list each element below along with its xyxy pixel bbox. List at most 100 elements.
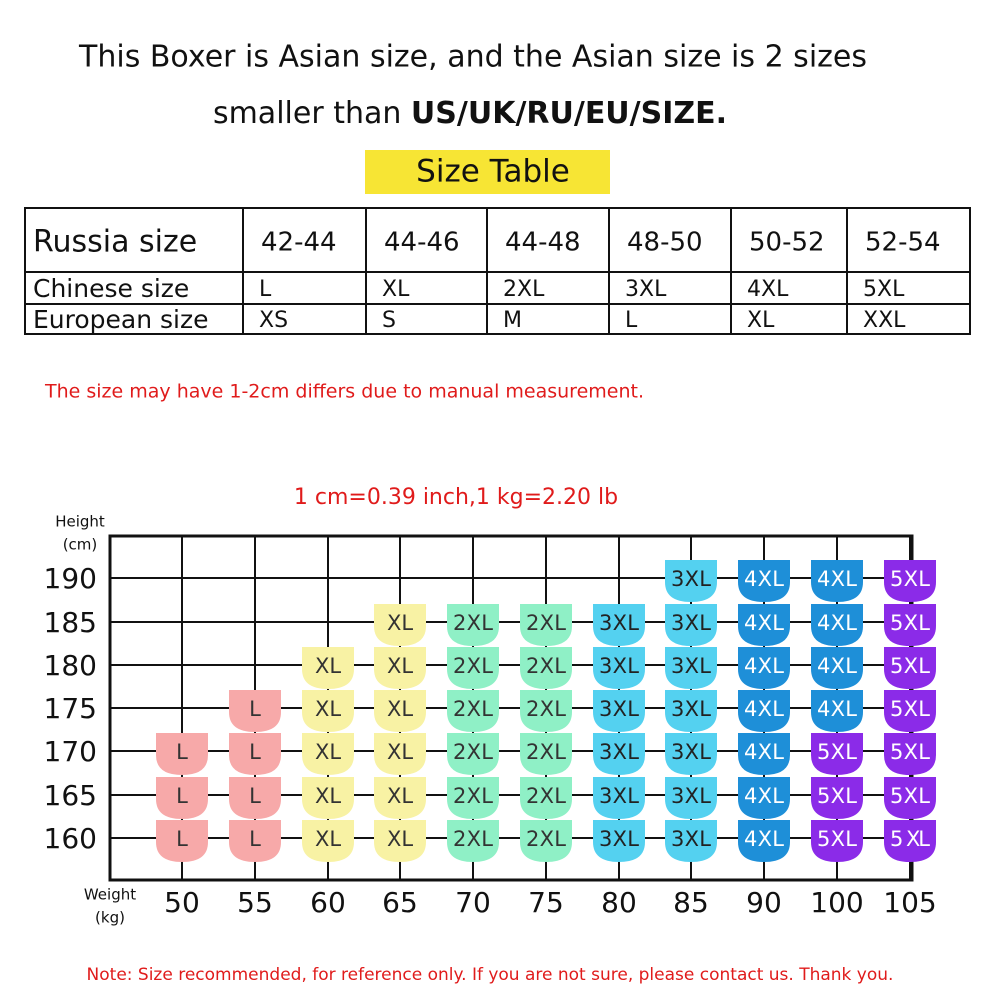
size-badge bbox=[447, 604, 499, 646]
weight-label: 85 bbox=[673, 886, 709, 919]
size-label: 5XL bbox=[817, 740, 857, 764]
size-badge bbox=[593, 820, 645, 862]
table-cell: XL bbox=[747, 308, 775, 333]
weight-label: 105 bbox=[883, 886, 936, 919]
size-badge bbox=[665, 777, 717, 819]
size-badge bbox=[520, 777, 572, 819]
size-badge bbox=[520, 820, 572, 862]
size-badge bbox=[374, 647, 426, 689]
size-badge bbox=[374, 820, 426, 862]
size-label: 4XL bbox=[744, 784, 784, 808]
size-label: 4XL bbox=[744, 697, 784, 721]
footer-note: Note: Size recommended, for reference on… bbox=[87, 965, 894, 985]
size-label: L bbox=[176, 784, 188, 808]
size-label: 2XL bbox=[526, 697, 566, 721]
size-label: 2XL bbox=[453, 697, 493, 721]
size-label: 3XL bbox=[599, 611, 639, 635]
table-cell: 3XL bbox=[625, 277, 667, 302]
size-badge bbox=[374, 604, 426, 646]
size-label: 3XL bbox=[599, 654, 639, 678]
size-label: XL bbox=[315, 740, 341, 764]
height-label: 165 bbox=[44, 779, 97, 812]
weight-label: 75 bbox=[528, 886, 564, 919]
size-badge bbox=[811, 777, 863, 819]
size-badge bbox=[593, 733, 645, 775]
size-label: 2XL bbox=[453, 740, 493, 764]
size-badge bbox=[665, 647, 717, 689]
size-badge bbox=[302, 820, 354, 862]
weight-label: 100 bbox=[810, 886, 863, 919]
size-badge bbox=[811, 690, 863, 732]
size-label: 4XL bbox=[744, 827, 784, 851]
y-axis-label: Height bbox=[55, 513, 105, 531]
size-label: XL bbox=[315, 784, 341, 808]
table-cell: 44-46 bbox=[384, 228, 460, 258]
row-header: Chinese size bbox=[33, 274, 189, 303]
height-label: 170 bbox=[44, 735, 97, 768]
header-line: smaller than US/UK/RU/EU/SIZE. bbox=[213, 96, 727, 131]
size-label: 5XL bbox=[890, 611, 930, 635]
height-label: 180 bbox=[44, 649, 97, 682]
size-label: 2XL bbox=[453, 784, 493, 808]
size-label: 3XL bbox=[671, 654, 711, 678]
size-badge bbox=[229, 733, 281, 775]
size-label: XL bbox=[315, 697, 341, 721]
y-axis-label: (cm) bbox=[63, 536, 98, 554]
table-cell: 4XL bbox=[747, 277, 789, 302]
size-label: 3XL bbox=[671, 611, 711, 635]
size-label: XL bbox=[387, 740, 413, 764]
table-cell: 48-50 bbox=[627, 228, 703, 258]
size-badge bbox=[665, 733, 717, 775]
size-badge bbox=[738, 647, 790, 689]
size-label: 3XL bbox=[599, 740, 639, 764]
size-label: L bbox=[249, 740, 261, 764]
weight-label: 55 bbox=[237, 886, 273, 919]
size-badge bbox=[302, 777, 354, 819]
size-label: 3XL bbox=[671, 697, 711, 721]
table-cell: XL bbox=[382, 277, 410, 302]
size-badge bbox=[447, 690, 499, 732]
table-cell: 50-52 bbox=[749, 228, 825, 258]
size-badge bbox=[738, 560, 790, 602]
size-badge bbox=[520, 733, 572, 775]
size-label: 3XL bbox=[671, 827, 711, 851]
size-label: 4XL bbox=[744, 740, 784, 764]
size-badge bbox=[665, 820, 717, 862]
size-badge bbox=[374, 777, 426, 819]
size-badge bbox=[738, 820, 790, 862]
size-badge bbox=[811, 820, 863, 862]
size-badge bbox=[593, 647, 645, 689]
table-cell: XS bbox=[259, 308, 288, 333]
size-label: 2XL bbox=[526, 740, 566, 764]
size-badge bbox=[302, 647, 354, 689]
size-label: L bbox=[249, 697, 261, 721]
size-label: L bbox=[249, 784, 261, 808]
size-label: 4XL bbox=[744, 567, 784, 591]
size-badge bbox=[665, 604, 717, 646]
size-label: 2XL bbox=[526, 827, 566, 851]
size-badge bbox=[374, 733, 426, 775]
weight-label: 90 bbox=[746, 886, 782, 919]
weight-label: 80 bbox=[601, 886, 637, 919]
measurement-note: The size may have 1-2cm differs due to m… bbox=[44, 381, 644, 403]
size-badge bbox=[520, 647, 572, 689]
size-label: XL bbox=[387, 611, 413, 635]
size-badge bbox=[811, 733, 863, 775]
size-label: 2XL bbox=[453, 827, 493, 851]
size-label: 5XL bbox=[817, 827, 857, 851]
weight-label: 60 bbox=[310, 886, 346, 919]
size-badge bbox=[302, 690, 354, 732]
table-cell: 5XL bbox=[863, 277, 905, 302]
size-label: 3XL bbox=[671, 567, 711, 591]
size-label: 5XL bbox=[890, 567, 930, 591]
size-label: 3XL bbox=[671, 740, 711, 764]
size-label: 4XL bbox=[817, 611, 857, 635]
size-label: 3XL bbox=[671, 784, 711, 808]
size-badge bbox=[520, 690, 572, 732]
table-cell: 2XL bbox=[503, 277, 545, 302]
size-label: 4XL bbox=[817, 697, 857, 721]
size-badge bbox=[738, 733, 790, 775]
size-badge bbox=[593, 777, 645, 819]
table-cell: 52-54 bbox=[865, 228, 941, 258]
header-bold: US/UK/RU/EU/SIZE. bbox=[411, 96, 727, 131]
